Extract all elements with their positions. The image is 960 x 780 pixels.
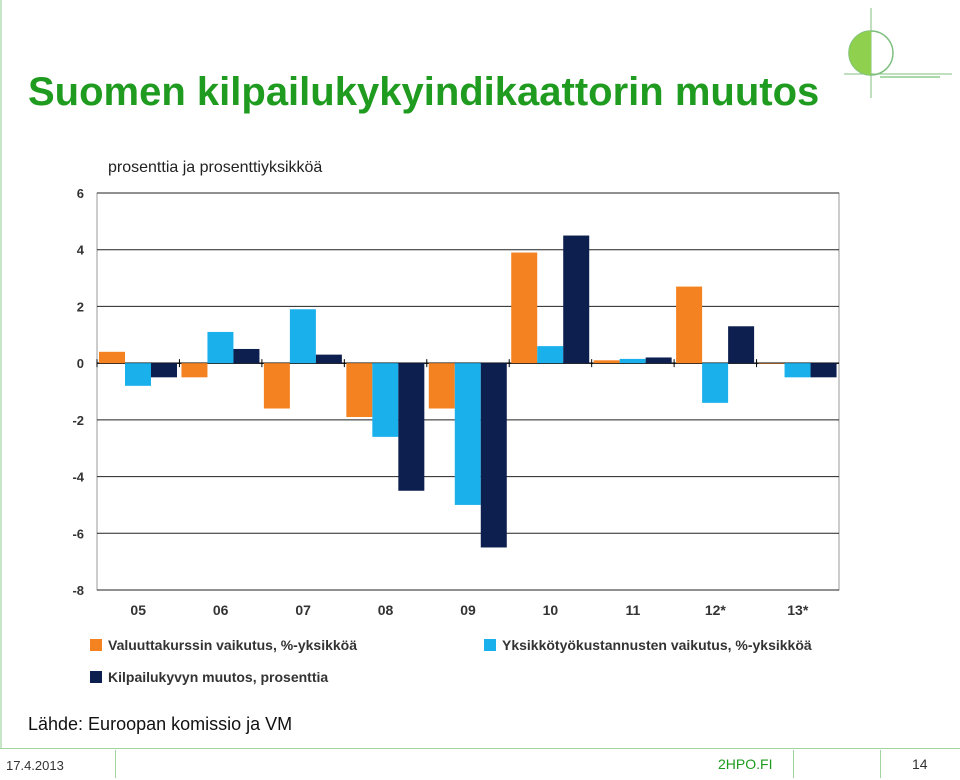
bar-exchange-rate	[428, 363, 455, 409]
bar-competitiveness	[563, 235, 590, 364]
bar-competitiveness	[480, 363, 507, 548]
x-tick-label: 09	[460, 602, 476, 618]
bar-competitiveness	[151, 363, 177, 378]
bar-unit-labour-cost	[619, 358, 646, 364]
bar-unit-labour-cost	[537, 346, 564, 364]
footer-separator	[880, 750, 881, 778]
bar-exchange-rate	[593, 360, 620, 364]
x-tick-label: 13*	[787, 602, 809, 618]
y-tick-label: 2	[77, 299, 84, 314]
bar-unit-labour-cost	[289, 309, 316, 364]
bar-exchange-rate	[346, 363, 373, 418]
x-tick-label: 05	[130, 602, 146, 618]
footer-date: 17.4.2013	[6, 758, 64, 773]
bar-unit-labour-cost	[125, 363, 151, 386]
bar-exchange-rate	[758, 363, 785, 364]
footer-divider	[0, 748, 960, 749]
bar-competitiveness	[645, 357, 672, 364]
bar-exchange-rate	[181, 363, 208, 378]
legend-item-competitiveness: Kilpailukyvyn muutos, prosenttia	[90, 669, 328, 685]
y-tick-label: 0	[77, 356, 84, 371]
chart-subtitle: prosenttia ja prosenttiyksikköä	[108, 159, 323, 176]
bar-unit-labour-cost	[702, 363, 729, 403]
footer-separator	[793, 750, 794, 778]
left-border	[0, 0, 2, 748]
logo-icon	[844, 8, 952, 98]
bar-exchange-rate	[263, 363, 290, 409]
bar-unit-labour-cost	[454, 363, 481, 505]
legend-item-unit-labour-cost: Yksikkötyökustannusten vaikutus, %-yksik…	[484, 637, 812, 653]
x-tick-label: 06	[213, 602, 229, 618]
x-tick-label: 07	[295, 602, 311, 618]
legend-label: Kilpailukyvyn muutos, prosenttia	[108, 669, 329, 685]
bar-chart: 6 4 2 0 -2 -4 -6 -8 05 06 07 08 09 10 11 12* 13*	[72, 186, 840, 618]
y-tick-label: 6	[77, 186, 84, 201]
y-tick-label: 4	[77, 243, 85, 258]
x-tick-label: 12*	[705, 602, 727, 618]
bar-unit-labour-cost	[207, 331, 234, 364]
bar-exchange-rate	[676, 286, 703, 364]
x-tick-label: 10	[543, 602, 559, 618]
legend-swatch-lightblue	[484, 639, 496, 651]
slide-title: Suomen kilpailukykyindikaattorin muutos	[28, 70, 820, 114]
legend-swatch-orange	[90, 639, 102, 651]
x-tick-label: 08	[378, 602, 394, 618]
bar-exchange-rate	[511, 252, 538, 364]
bar-competitiveness	[315, 354, 342, 364]
y-tick-label: -8	[72, 583, 84, 598]
x-tick-label: 11	[625, 602, 640, 618]
bar-unit-labour-cost	[784, 363, 811, 378]
y-tick-label: -2	[72, 413, 84, 428]
y-tick-label: -4	[72, 470, 84, 485]
legend-item-exchange-rate: Valuuttakurssin vaikutus, %-yksikköä	[90, 637, 357, 653]
bar-competitiveness	[398, 363, 425, 491]
bar-exchange-rate	[99, 351, 125, 364]
source-note: Lähde: Euroopan komissio ja VM	[28, 714, 293, 734]
bar-unit-labour-cost	[372, 363, 399, 437]
y-tick-label: -6	[72, 526, 84, 541]
bar-competitiveness	[728, 326, 755, 364]
legend-label: Yksikkötyökustannusten vaikutus, %-yksik…	[502, 637, 812, 653]
legend-swatch-navy	[90, 671, 102, 683]
page-number: 14	[912, 756, 928, 772]
footer-separator	[115, 750, 116, 778]
footer-website: 2HPO.FI	[718, 756, 773, 772]
bar-competitiveness	[233, 348, 260, 364]
bar-competitiveness	[810, 363, 837, 378]
legend-label: Valuuttakurssin vaikutus, %-yksikköä	[108, 637, 357, 653]
